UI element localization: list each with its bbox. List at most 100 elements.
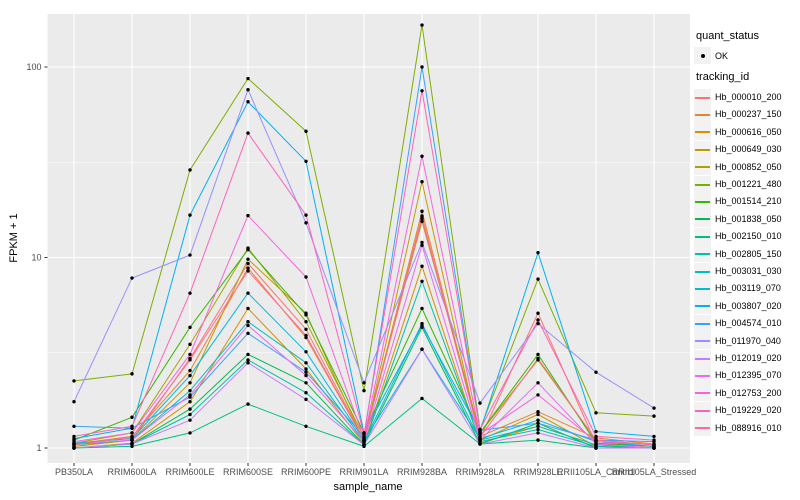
point-icon [700,53,705,58]
line-swatch-icon [695,235,710,238]
line-swatch-icon [695,253,710,256]
data-point [188,168,192,172]
data-point [72,439,76,444]
data-point [246,352,250,357]
data-point [536,318,540,322]
data-point [304,221,308,225]
line-swatch-icon [695,374,710,377]
data-point [246,358,250,362]
line-swatch-icon [695,166,710,169]
legend-item-label: Hb_003807_020 [715,300,782,311]
legend-key [694,88,711,106]
data-point [420,396,424,401]
data-point [536,410,540,414]
data-point [594,411,598,415]
data-point [420,306,424,311]
data-point [536,418,540,422]
data-point [188,291,192,295]
legend-item-label: Hb_088916_010 [715,422,782,433]
data-point [420,209,424,213]
data-point [130,442,134,446]
legend-item-Hb_019229_020: Hb_019229_020 [694,401,782,419]
x-tick-label: RRIM901LA [339,467,388,477]
legend-item-Hb_001838_050: Hb_001838_050 [694,210,782,228]
data-point [188,393,192,397]
data-point [536,421,540,425]
legend-item-Hb_012019_020: Hb_012019_020 [694,349,782,367]
data-point [188,412,192,417]
data-point [652,406,656,410]
data-point [652,446,656,450]
data-point [72,446,76,450]
data-point [246,266,250,270]
plot-panel [47,14,690,463]
legend-item-label: OK [715,50,729,61]
legend-item-Hb_000649_030: Hb_000649_030 [694,140,782,158]
legend-key [694,47,711,64]
line-swatch-icon [695,218,710,221]
data-point [478,401,482,405]
legend-key [694,297,711,315]
data-point [536,427,540,432]
data-point [304,397,308,402]
legend-item-label: Hb_001838_050 [715,213,782,224]
legend-item-label: Hb_012019_020 [715,353,782,363]
legend-item-label: Hb_000010_200 [715,92,782,102]
data-point [652,443,656,447]
data-point [72,424,76,428]
data-point [188,400,192,404]
y-tick-label: 100 [26,62,41,72]
data-point [188,358,192,362]
data-point [304,333,308,338]
legend-key [694,366,711,384]
legend-key [694,349,711,367]
data-point [246,76,250,81]
line-swatch-icon [695,183,710,186]
data-point [304,213,308,217]
data-point [362,438,366,442]
data-point [536,424,540,428]
legend-key [694,419,711,437]
data-point [304,320,308,324]
data-point [478,435,482,439]
data-point [188,418,192,422]
legend-item-label: Hb_003031_030 [715,266,782,276]
legend-key [694,140,711,158]
data-point [420,154,424,158]
legend-key [694,158,711,176]
data-point [536,250,540,255]
legend-item-label: Hb_002805_150 [715,248,782,259]
line-swatch-icon [695,340,710,343]
legend-item-Hb_002150_010: Hb_002150_010 [694,227,782,245]
data-point [594,446,598,450]
data-point [420,347,424,351]
data-point [246,131,250,135]
legend-key [694,401,711,419]
legend-item-Hb_003807_020: Hb_003807_020 [694,297,782,315]
legend-key [694,384,711,402]
legend-item-Hb_012753_200: Hb_012753_200 [694,384,782,402]
data-point [420,323,424,328]
legend-item-Hb_000237_150: Hb_000237_150 [694,105,782,123]
y-tick-label: 10 [31,253,41,263]
data-point [304,424,308,428]
data-point [304,327,308,331]
data-point [304,350,308,354]
data-point [246,306,250,311]
legend-item-label: Hb_000649_030 [715,144,782,155]
data-point [304,129,308,133]
data-point [304,313,308,317]
data-point [188,368,192,373]
legend-item-label: Hb_012395_070 [715,370,782,381]
legend-title-quant-status: quant_status [696,30,759,42]
data-point [72,443,76,447]
data-point [246,247,250,252]
data-point [420,219,424,223]
x-tick-label: RRIM928LA [455,467,504,477]
x-tick-label: RRIM928LE [513,467,562,477]
data-point [304,159,308,163]
data-point [420,243,424,247]
legend-item-label: Hb_003119_070 [715,283,781,294]
x-axis-title: sample_name [333,481,403,493]
